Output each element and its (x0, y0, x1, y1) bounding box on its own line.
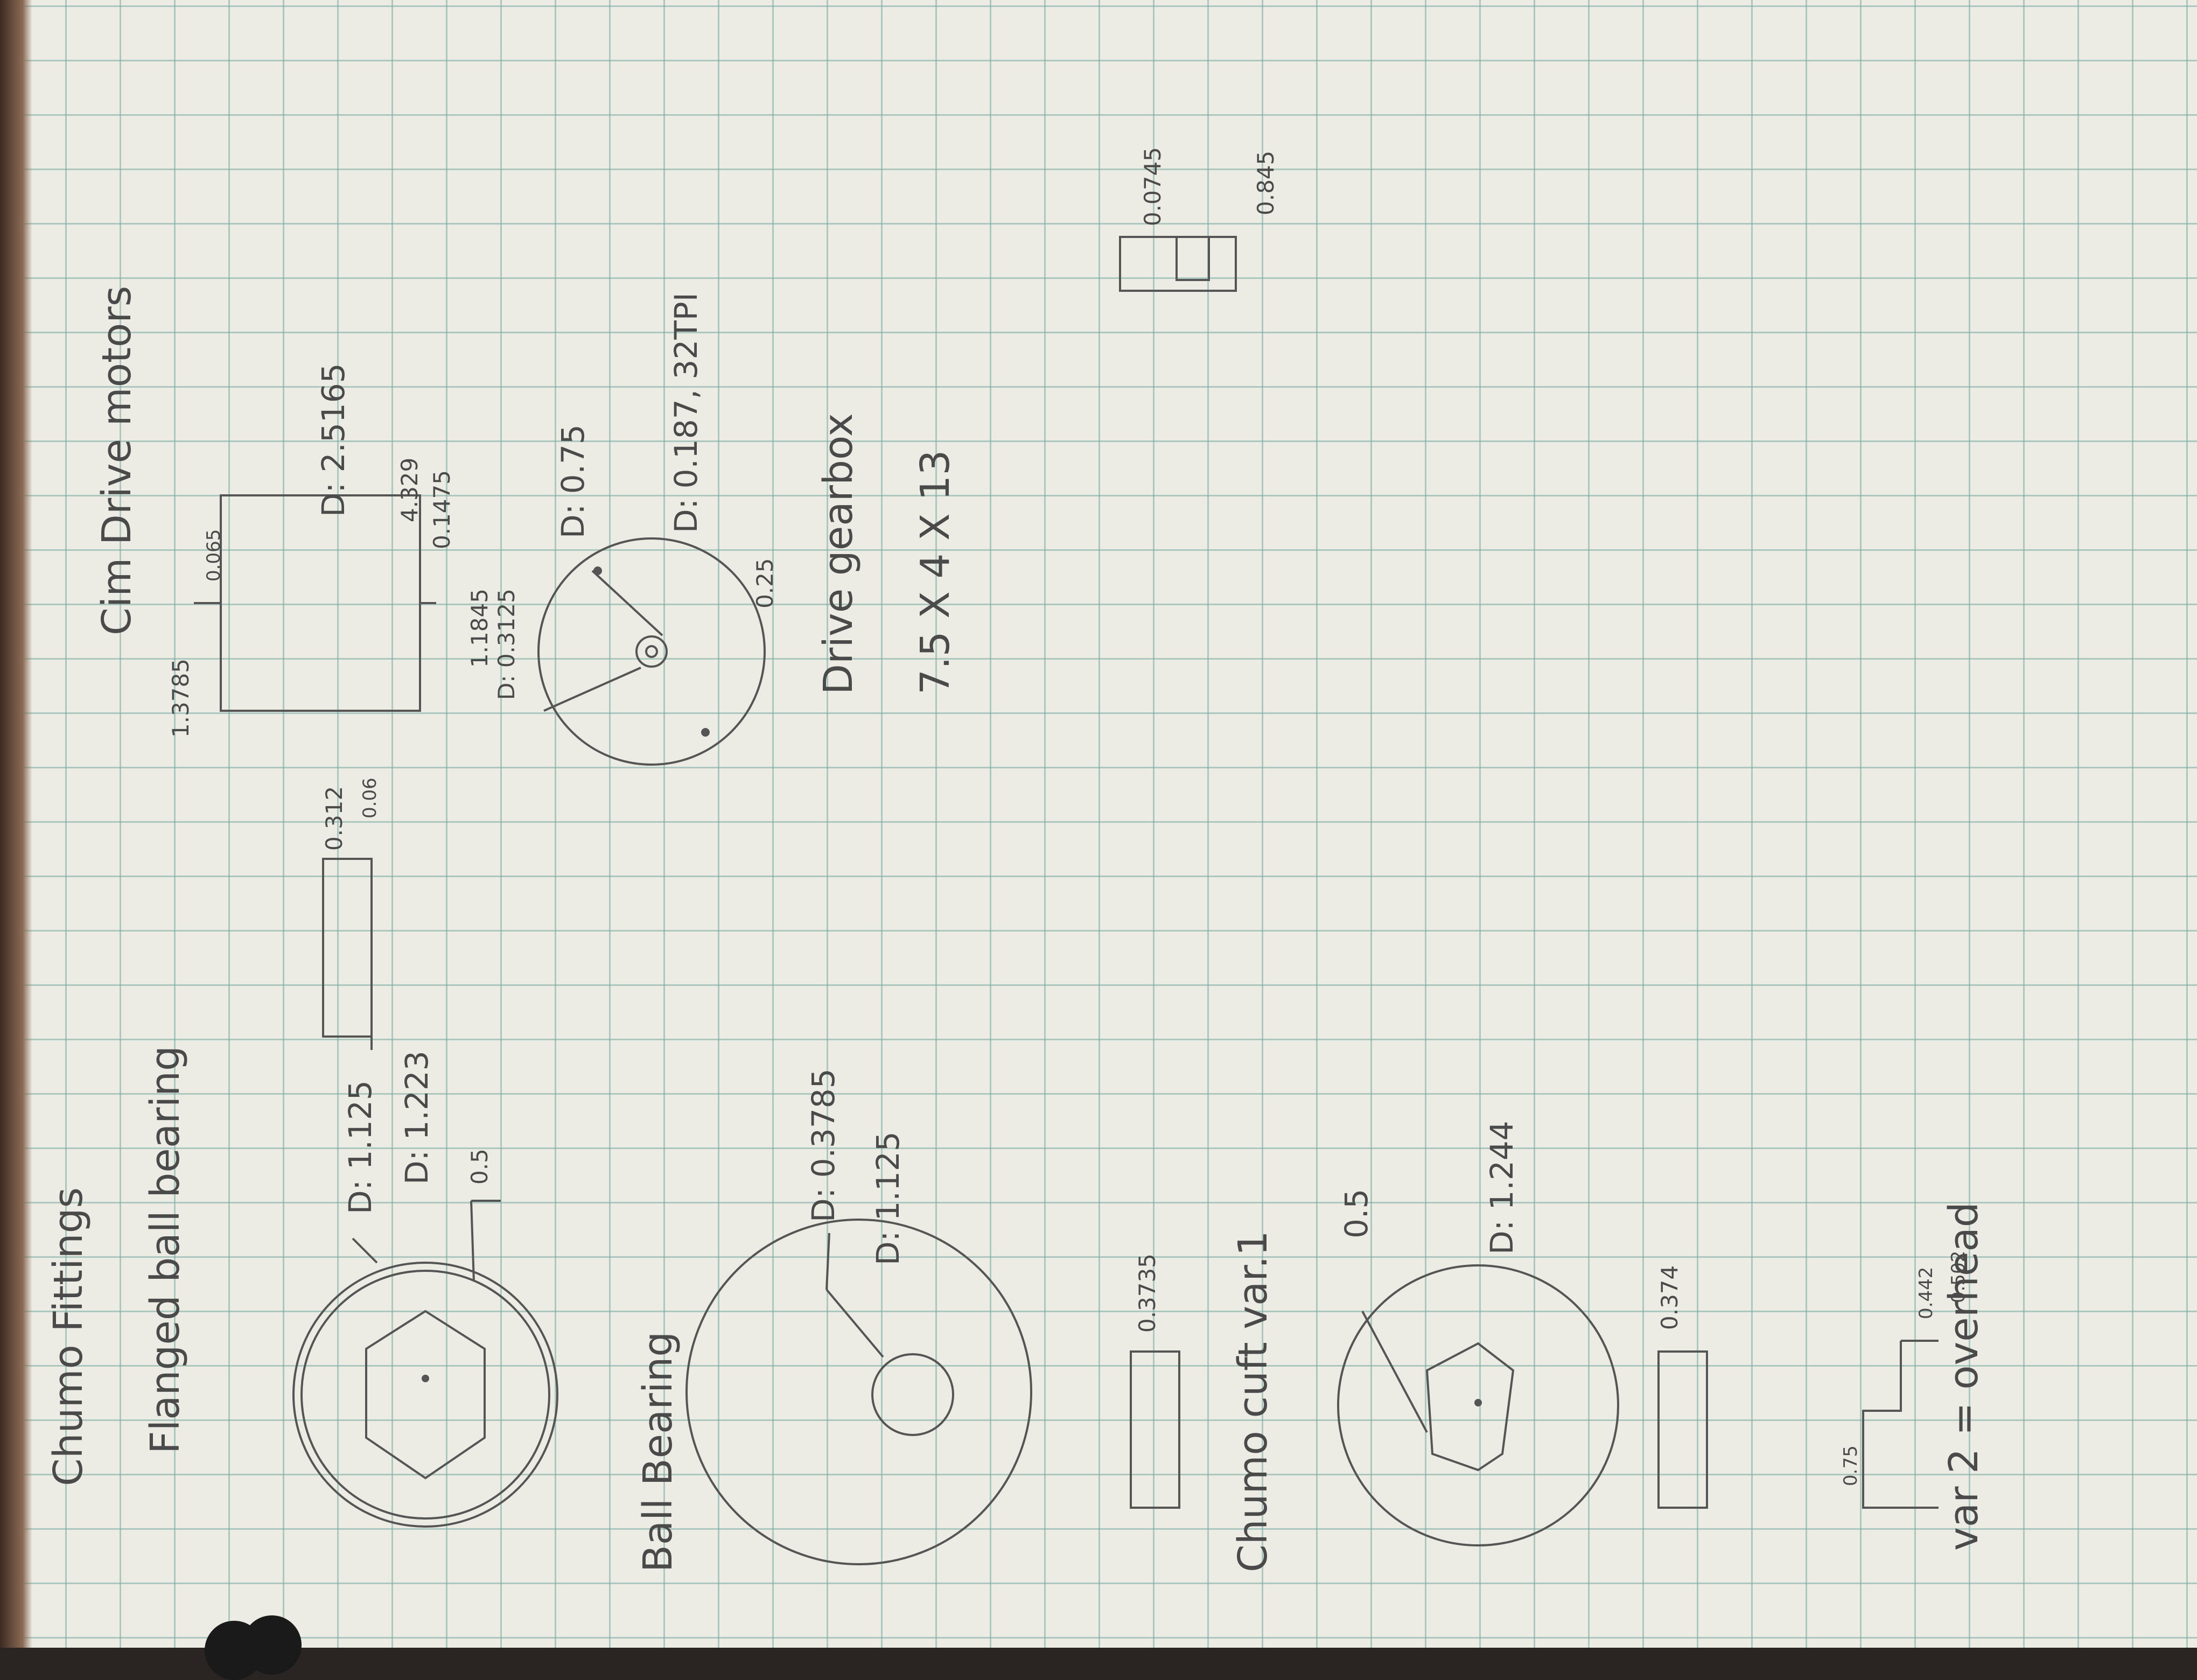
dim-text: 0.502 (1948, 1250, 1969, 1303)
dim-text: D: 0.187, 32TPI (668, 292, 704, 533)
dim-text: 4.329 (396, 457, 423, 522)
dim-text: 0.5 (466, 1149, 493, 1185)
dim-text: 0.3735 (1134, 1254, 1160, 1333)
dim-text: 0.374 (1656, 1265, 1683, 1330)
gearbox-size: 7.5 X 4 X 13 (912, 450, 958, 695)
dim-text: 1.1845 (466, 589, 493, 668)
dim-text: 0.065 (203, 529, 225, 582)
dim-text: 0.25 (752, 558, 778, 608)
dim-text: 0.5 (1338, 1188, 1375, 1238)
dim-text: D: 1.223 (398, 1051, 435, 1185)
chumo-var1-drawing (1337, 1264, 1708, 1546)
section-ball-label: Ball Bearing (635, 1331, 681, 1572)
section-flanged-label: Flanged ball bearing (142, 1045, 188, 1454)
section-var1-label: Chumo cuft var.1 (1230, 1230, 1276, 1572)
dim-text: 0.06 (359, 778, 381, 818)
desk-edge (0, 0, 32, 1648)
flanged-side-drawing (322, 858, 373, 1050)
dim-text: 0.1475 (429, 470, 455, 549)
cim-face-drawing (537, 537, 766, 766)
dim-text: 0.0745 (1139, 147, 1166, 226)
sheet-title: Chumo Fittings (45, 1187, 92, 1486)
dim-text: 0.442 (1915, 1266, 1937, 1319)
dim-text: D: 1.244 (1484, 1121, 1520, 1255)
dim-text: 0.75 (1840, 1445, 1862, 1486)
ball-bearing-drawing (685, 1219, 1180, 1565)
cim-title: Cim Drive motors (94, 285, 140, 635)
section-gearbox-label: Drive gearbox (815, 413, 862, 695)
var2-drawing (1862, 1340, 1939, 1509)
dim-text: D: 1.125 (870, 1131, 906, 1265)
dim-text: 0.845 (1253, 150, 1279, 215)
cim-side-drawing (194, 494, 436, 712)
small-part-drawing (1119, 236, 1237, 292)
dim-text: D: 0.3785 (805, 1068, 842, 1222)
dim-text: D: 2.5165 (315, 363, 352, 517)
dim-text: D: 1.125 (342, 1080, 379, 1214)
dim-text: 0.312 (321, 786, 347, 851)
dim-text: D: 0.3125 (493, 589, 520, 700)
dim-text: D: 0.75 (555, 424, 591, 538)
flanged-bearing-drawing (292, 1200, 558, 1528)
dim-text: 1.3785 (167, 659, 194, 738)
